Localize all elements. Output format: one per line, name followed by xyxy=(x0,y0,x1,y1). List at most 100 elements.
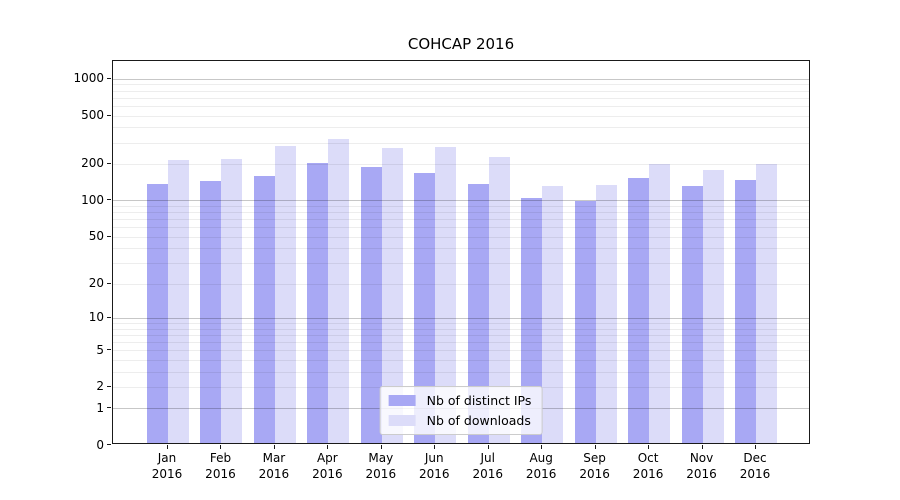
chart-title: COHCAP 2016 xyxy=(407,35,515,53)
bar-downloads-feb xyxy=(221,158,243,443)
y-tick-10 xyxy=(107,316,111,318)
bar-distinct-ips-nov xyxy=(681,185,703,443)
y-tick-label-500: 500 xyxy=(81,108,104,122)
bar-downloads-dec xyxy=(756,163,777,443)
bar-distinct-ips-aug xyxy=(521,197,543,443)
y-tick-200 xyxy=(107,162,111,164)
minor-gridline-30 xyxy=(113,262,809,264)
legend-label-distinct-ips: Nb of distinct IPs xyxy=(426,393,532,408)
y-tick-label-50: 50 xyxy=(88,229,104,244)
legend-item-downloads: Nb of downloads xyxy=(388,413,532,428)
x-tick-label-jan: Jan 2016 xyxy=(151,451,183,481)
x-tick-jun xyxy=(434,445,436,449)
y-tick-label-1000: 1000 xyxy=(73,71,104,86)
y-tick-0 xyxy=(107,444,111,445)
y-tick-100 xyxy=(107,199,111,201)
minor-gridline-40 xyxy=(113,248,809,250)
y-tick-label-10: 10 xyxy=(88,310,104,325)
y-tick-label-200: 200 xyxy=(81,156,104,171)
x-tick-may xyxy=(380,445,382,449)
x-tick-jul xyxy=(487,445,489,449)
bar-distinct-ips-feb xyxy=(200,181,222,443)
bar-distinct-ips-sep xyxy=(574,201,596,443)
x-tick-label-dec: Dec 2016 xyxy=(739,451,771,481)
minor-gridline-600 xyxy=(113,105,809,107)
minor-gridline-4 xyxy=(113,359,809,361)
x-tick-jan xyxy=(167,445,168,449)
legend-swatch-distinct-ips xyxy=(388,395,416,406)
y-tick-label-1: 1 xyxy=(96,400,104,415)
y-tick-50 xyxy=(107,235,111,237)
minor-gridline-7 xyxy=(113,334,809,336)
legend-item-distinct-ips: Nb of distinct IPs xyxy=(388,393,532,408)
bar-downloads-jun xyxy=(435,147,457,443)
minor-gridline-3 xyxy=(113,371,809,373)
x-tick-aug xyxy=(541,445,543,449)
minor-gridline-200 xyxy=(113,163,809,165)
bar-distinct-ips-mar xyxy=(253,176,275,443)
y-tick-label-0: 0 xyxy=(96,437,104,452)
minor-gridline-60 xyxy=(113,227,809,229)
y-tick-1000 xyxy=(107,77,111,79)
bar-downloads-apr xyxy=(328,139,350,443)
y-tick-5 xyxy=(107,349,111,351)
y-tick-label-100: 100 xyxy=(81,192,104,207)
minor-gridline-700 xyxy=(113,97,809,99)
bar-downloads-oct xyxy=(649,163,671,443)
minor-gridline-900 xyxy=(113,84,809,86)
x-tick-label-sep: Sep 2016 xyxy=(579,451,610,481)
bar-distinct-ips-dec xyxy=(735,179,756,443)
x-tick-label-nov: Nov 2016 xyxy=(686,451,717,481)
bar-distinct-ips-jan xyxy=(147,184,168,443)
y-tick-label-2: 2 xyxy=(96,379,104,394)
minor-gridline-500 xyxy=(113,115,809,117)
x-tick-label-jun: Jun 2016 xyxy=(418,451,450,481)
major-gridline-10 xyxy=(113,317,809,319)
minor-gridline-70 xyxy=(113,219,809,221)
plot-area: Nb of distinct IPs Nb of downloads xyxy=(112,60,810,444)
bar-downloads-mar xyxy=(274,146,296,443)
x-tick-label-apr: Apr 2016 xyxy=(312,451,343,481)
x-tick-label-oct: Oct 2016 xyxy=(632,451,664,481)
x-tick-label-aug: Aug 2016 xyxy=(525,451,557,481)
minor-gridline-90 xyxy=(113,205,809,207)
legend: Nb of distinct IPs Nb of downloads xyxy=(379,386,543,435)
bar-downloads-nov xyxy=(702,169,724,443)
y-tick-500 xyxy=(107,114,111,116)
legend-swatch-downloads xyxy=(388,415,416,426)
legend-label-downloads: Nb of downloads xyxy=(426,413,531,428)
bar-downloads-jul xyxy=(488,157,510,443)
bar-downloads-jan xyxy=(168,160,189,443)
bar-distinct-ips-may xyxy=(360,167,382,443)
bar-downloads-sep xyxy=(595,185,617,443)
y-tick-20 xyxy=(107,282,111,284)
x-tick-label-feb: Feb 2016 xyxy=(205,451,236,481)
minor-gridline-20 xyxy=(113,283,809,285)
x-tick-label-may: May 2016 xyxy=(365,451,397,481)
y-tick-2 xyxy=(107,385,111,387)
x-tick-label-mar: Mar 2016 xyxy=(258,451,290,481)
bar-distinct-ips-oct xyxy=(628,178,650,443)
major-gridline-100 xyxy=(113,200,809,202)
y-tick-1 xyxy=(107,407,111,409)
minor-gridline-300 xyxy=(113,142,809,144)
x-tick-apr xyxy=(327,445,329,449)
bar-downloads-may xyxy=(381,148,403,443)
minor-gridline-8 xyxy=(113,328,809,330)
minor-gridline-800 xyxy=(113,90,809,92)
minor-gridline-9 xyxy=(113,322,809,324)
x-tick-nov xyxy=(701,445,703,449)
x-tick-dec xyxy=(755,445,756,449)
minor-gridline-50 xyxy=(113,236,809,238)
minor-gridline-400 xyxy=(113,127,809,129)
bar-downloads-aug xyxy=(542,185,564,443)
minor-gridline-6 xyxy=(113,341,809,343)
y-tick-label-20: 20 xyxy=(88,276,104,291)
major-gridline-1000 xyxy=(113,78,809,80)
x-tick-sep xyxy=(594,445,596,449)
bar-distinct-ips-jul xyxy=(467,183,489,443)
x-tick-oct xyxy=(648,445,650,449)
bar-distinct-ips-jun xyxy=(414,173,436,443)
x-tick-mar xyxy=(273,445,275,449)
